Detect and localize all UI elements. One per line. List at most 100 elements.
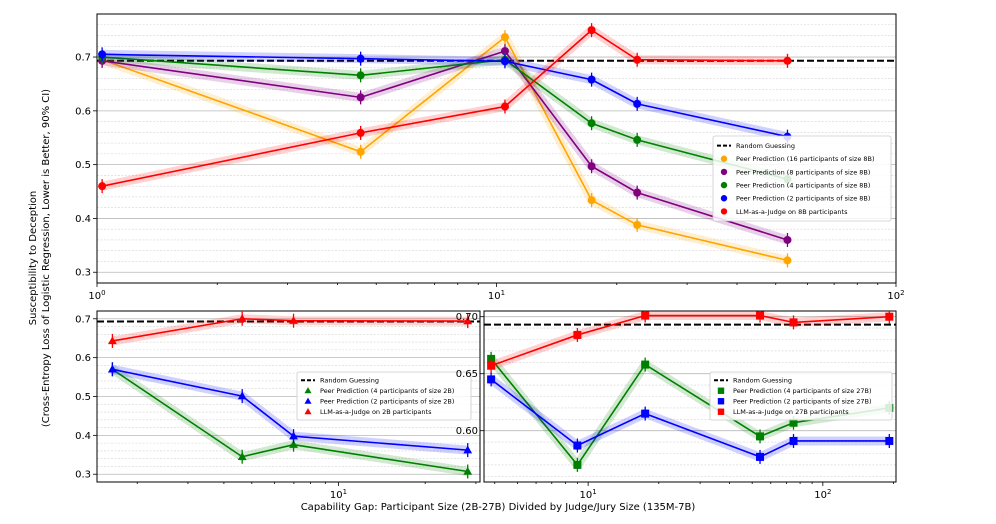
legend-swatch-marker <box>720 181 728 189</box>
x-axis-label: Capability Gap: Participant Size (2B-27B… <box>301 502 696 513</box>
chart-panel-3: 0.60 0.65 0.70 101 102 Random Guessing Peer Pr… <box>456 310 897 501</box>
data-point <box>500 33 509 42</box>
legend: Random Guessing Peer Prediction (4 partic… <box>296 371 472 421</box>
data-point <box>500 102 509 111</box>
data-point <box>107 336 117 345</box>
data-point <box>641 360 650 369</box>
series-line <box>101 29 788 187</box>
data-point <box>641 311 650 320</box>
y-tick-label: 0.7 <box>75 53 91 64</box>
data-point <box>756 432 765 441</box>
data-point <box>356 54 365 63</box>
data-point <box>789 318 798 327</box>
series-line <box>102 53 788 138</box>
legend-box <box>296 371 472 421</box>
data-point <box>885 436 894 445</box>
legend-label: Peer Prediction (2 participants of size … <box>320 398 454 406</box>
data-point <box>487 361 496 370</box>
data-point <box>789 418 798 427</box>
chart-panel-2: 0.3 0.4 0.5 0.6 0.7 101 Random Guessing Peer Pr… <box>75 310 481 501</box>
x-tick-label: 101 <box>330 488 347 501</box>
y-tick-label: 0.6 <box>75 106 91 117</box>
series-line <box>102 50 788 241</box>
legend-label: Peer Prediction (4 participants of size … <box>733 387 872 395</box>
legend-label: LLM-as-a-Judge on 2B participants <box>320 408 432 416</box>
data-point <box>487 375 496 384</box>
data-point <box>356 93 365 102</box>
data-point <box>756 311 765 320</box>
legend-label: Peer Prediction (4 participants of size … <box>736 181 870 189</box>
data-point <box>587 162 596 171</box>
data-point <box>587 26 596 35</box>
y-tick-label: 0.6 <box>75 353 91 364</box>
data-point <box>289 431 298 440</box>
data-point <box>463 445 473 454</box>
data-point <box>789 436 798 445</box>
data-point <box>633 55 642 64</box>
legend: Random Guessing Peer Prediction (16 parti… <box>712 135 892 222</box>
data-point <box>641 409 650 418</box>
x-tick-label: 101 <box>580 488 597 501</box>
x-tick-label: 102 <box>887 289 904 302</box>
legend-swatch-marker <box>720 208 728 215</box>
data-point <box>500 47 509 56</box>
data-point <box>783 256 792 265</box>
legend-label: Peer Prediction (8 participants of size … <box>736 168 870 176</box>
y-tick-label: 0.3 <box>75 470 91 481</box>
series-line <box>101 36 788 262</box>
data-point <box>237 452 247 460</box>
legend-label: Peer Prediction (2 participants of size … <box>736 195 870 203</box>
legend-swatch-marker <box>717 387 725 394</box>
legend-label: Peer Prediction (4 participants of size … <box>320 387 454 395</box>
y-tick-label: 0.3 <box>75 268 91 279</box>
plot-area <box>484 311 896 472</box>
data-point <box>463 316 473 325</box>
legend-swatch-marker <box>717 408 725 415</box>
y-tick-label: 0.60 <box>456 426 478 437</box>
legend-label: Random Guessing <box>736 142 795 150</box>
series-ci-band <box>111 314 468 346</box>
legend-label: Peer Prediction (16 participants of size… <box>736 155 875 163</box>
data-point <box>356 147 365 156</box>
data-point <box>587 196 596 205</box>
legend-swatch-marker <box>720 195 728 202</box>
data-point <box>783 235 792 244</box>
data-point <box>107 364 117 373</box>
y-tick-label: 0.7 <box>75 314 91 325</box>
plot-area <box>97 23 896 268</box>
data-point <box>356 71 365 80</box>
series-line <box>490 314 890 367</box>
legend: Random Guessing Peer Prediction (4 partic… <box>709 371 893 421</box>
legend-swatch-marker <box>717 398 725 405</box>
data-point <box>885 312 894 321</box>
data-point <box>573 441 582 450</box>
series-line <box>112 368 468 451</box>
legend-label: LLM-as-a-Judge on 8B participants <box>736 208 848 216</box>
data-point <box>587 75 596 84</box>
y-tick-label: 0.4 <box>75 431 91 442</box>
legend-label: LLM-as-a-Judge on 27B participants <box>733 408 849 416</box>
series-line <box>490 378 890 458</box>
legend-label: Random Guessing <box>320 377 379 385</box>
data-point <box>98 182 107 191</box>
legend-box <box>709 371 893 421</box>
data-point <box>633 99 642 108</box>
data-point <box>633 135 642 144</box>
data-point <box>289 440 298 448</box>
y-axis-label-line2: (Cross-Entropy Loss of Logistic Regressi… <box>41 89 52 427</box>
series-ci-band <box>489 311 890 370</box>
legend-swatch-marker <box>304 387 312 394</box>
series-line <box>102 56 788 180</box>
y-tick-label: 0.5 <box>75 392 91 403</box>
data-point <box>756 452 765 461</box>
series-line <box>112 317 468 342</box>
legend-swatch-marker <box>304 397 312 404</box>
data-point <box>463 466 473 475</box>
data-point <box>237 391 247 400</box>
chart-panel-1: 0.3 0.4 0.5 0.6 0.7 100 101 102 Random Guessing P… <box>75 13 905 302</box>
data-point <box>783 56 792 65</box>
data-point <box>289 316 298 324</box>
legend-swatch-marker <box>304 408 312 415</box>
